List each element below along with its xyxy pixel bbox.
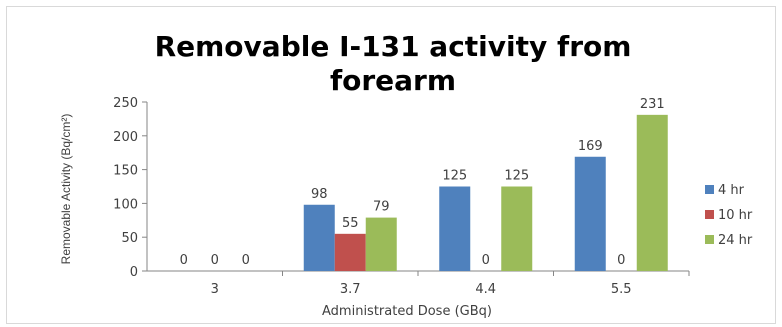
bar-24-hr-3.7 <box>365 217 397 271</box>
legend: 4 hr 10 hr 24 hr <box>705 183 753 248</box>
x-tick-label: 5.5 <box>611 282 632 297</box>
data-label: 55 <box>342 216 359 231</box>
data-label: 98 <box>311 187 328 202</box>
y-tick-label: 200 <box>113 130 138 145</box>
data-label: 0 <box>482 253 490 268</box>
plot-area: 0 50 100 150 200 250 3 0 0 0 3.7 98 55 79 4.4 125 0 125 5.… <box>113 96 690 297</box>
chart-title-line-1: Removable I-131 activity from <box>155 30 632 63</box>
bar-4-hr-4.4 <box>439 186 471 271</box>
y-tick-label: 150 <box>113 164 138 179</box>
data-label: 79 <box>373 200 390 215</box>
chart-area: Removable I-131 activity from forearm Re… <box>6 6 776 324</box>
y-tick-label: 250 <box>113 96 138 111</box>
x-tick-label: 4.4 <box>475 282 496 297</box>
data-label: 0 <box>617 253 625 268</box>
bar-10-hr-3.7 <box>334 233 366 271</box>
data-label: 125 <box>442 169 467 184</box>
legend-swatch-4-hr <box>705 185 714 194</box>
legend-label-10-hr: 10 hr <box>718 208 753 223</box>
data-label: 0 <box>180 253 188 268</box>
data-label: 125 <box>504 169 529 184</box>
x-axis-title: Administrated Dose (GBq) <box>322 304 492 319</box>
legend-swatch-10-hr <box>705 210 714 219</box>
chart-title-line-2: forearm <box>330 64 456 97</box>
legend-swatch-24-hr <box>705 235 714 244</box>
x-tick-label: 3 <box>211 282 219 297</box>
bar-24-hr-4.4 <box>501 186 533 271</box>
data-label: 169 <box>578 139 603 154</box>
x-tick-label: 3.7 <box>340 282 361 297</box>
bar-24-hr-5.5 <box>636 114 668 272</box>
legend-label-24-hr: 24 hr <box>718 233 753 248</box>
data-label: 0 <box>211 253 219 268</box>
data-label: 231 <box>640 97 665 112</box>
chart-svg: Removable I-131 activity from forearm Re… <box>59 30 753 319</box>
y-tick-label: 50 <box>121 231 138 246</box>
y-tick-label: 100 <box>113 197 138 212</box>
y-axis-title: Removable Activity (Bq/cm²) <box>59 114 73 265</box>
bar-4-hr-3.7 <box>303 204 335 271</box>
legend-label-4-hr: 4 hr <box>718 183 745 198</box>
y-tick-label: 0 <box>130 265 138 280</box>
data-label: 0 <box>242 253 250 268</box>
bar-4-hr-5.5 <box>574 156 606 271</box>
